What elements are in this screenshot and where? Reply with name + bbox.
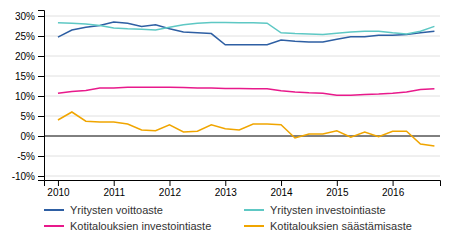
legend-item: Yritysten investointiaste — [244, 204, 386, 216]
y-axis: -10% -5% 0% 5% 10% 15% 20% 25% 30% — [12, 11, 45, 182]
legend-swatch — [244, 209, 264, 211]
grid-line — [44, 156, 440, 157]
y-tick: -5% — [17, 151, 44, 162]
x-tick: 2014 — [270, 180, 293, 198]
grid-line — [44, 76, 440, 77]
x-axis-line — [45, 181, 441, 187]
x-tick: 2015 — [326, 180, 349, 198]
x-tick: 2013 — [215, 180, 238, 198]
grid-line — [44, 96, 440, 97]
x-tick-mark — [393, 180, 394, 186]
y-tick: 15% — [15, 71, 44, 82]
y-tick-label: -10% — [12, 171, 35, 182]
legend-swatch — [44, 209, 64, 211]
y-tick-label: 25% — [15, 31, 35, 42]
y-tick-label: 10% — [15, 91, 35, 102]
x-tick-label: 2016 — [382, 187, 405, 198]
lines — [58, 22, 434, 146]
x-tick: 2012 — [159, 180, 182, 198]
series-line — [58, 22, 434, 34]
series-line — [58, 112, 434, 146]
grid-line — [44, 176, 440, 177]
y-tick-mark — [38, 176, 44, 177]
series-line — [58, 22, 434, 45]
plot: 2010 2011 2012 2013 2014 2015 2016 -10% -5% 0% 5% 1… — [12, 11, 441, 199]
y-tick-mark — [38, 156, 44, 157]
y-tick-mark — [38, 76, 44, 77]
grid — [44, 16, 440, 176]
x-tick-mark — [114, 180, 115, 186]
series-line — [58, 87, 434, 95]
x-tick: 2010 — [47, 180, 70, 198]
x-tick-label: 2014 — [270, 187, 293, 198]
x-tick-mark — [58, 180, 59, 186]
y-tick: 25% — [15, 31, 44, 42]
y-tick-mark — [38, 56, 44, 57]
legend-label: Kotitalouksien investointiaste — [70, 220, 211, 232]
x-tick-mark — [225, 180, 226, 186]
x-axis: 2010 2011 2012 2013 2014 2015 2016 — [45, 180, 441, 198]
y-tick: -10% — [12, 171, 44, 182]
legend-label: Kotitalouksien säästämisaste — [270, 220, 412, 232]
chart: 2010 2011 2012 2013 2014 2015 2016 -10% -5% 0% 5% 1… — [0, 0, 454, 252]
y-tick: 10% — [15, 91, 44, 102]
legend-item: Yritysten voittoaste — [44, 204, 163, 216]
y-tick: 30% — [15, 11, 44, 22]
x-tick-label: 2012 — [159, 187, 182, 198]
x-tick-label: 2011 — [103, 187, 125, 198]
y-tick-label: -5% — [17, 151, 35, 162]
y-tick-mark — [38, 36, 44, 37]
x-tick-mark — [281, 180, 282, 186]
y-tick-mark — [38, 96, 44, 97]
y-tick: 0% — [21, 131, 44, 142]
y-tick-label: 5% — [21, 111, 36, 122]
y-tick-label: 15% — [15, 71, 35, 82]
x-tick-label: 2015 — [326, 187, 349, 198]
legend: Yritysten voittoaste Yritysten investoint… — [44, 204, 412, 232]
y-tick-label: 30% — [15, 11, 35, 22]
legend-swatch — [44, 225, 64, 227]
x-tick-mark — [169, 180, 170, 186]
x-tick-label: 2013 — [215, 187, 238, 198]
legend-item: Kotitalouksien investointiaste — [44, 220, 211, 232]
grid-line — [44, 116, 440, 117]
y-tick-label: 20% — [15, 51, 35, 62]
x-tick: 2011 — [103, 180, 125, 198]
grid-line — [44, 16, 440, 17]
y-tick: 20% — [15, 51, 44, 62]
legend-swatch — [244, 225, 264, 227]
y-tick-mark — [38, 116, 44, 117]
y-tick-label: 0% — [21, 131, 36, 142]
legend-label: Yritysten investointiaste — [270, 204, 386, 216]
y-tick: 5% — [21, 111, 44, 122]
y-tick-mark — [38, 136, 44, 137]
x-tick-mark — [337, 180, 338, 186]
x-tick-label: 2010 — [47, 187, 70, 198]
legend-item: Kotitalouksien säästämisaste — [244, 220, 412, 232]
x-tick: 2016 — [382, 180, 405, 198]
y-tick-mark — [38, 16, 44, 17]
legend-label: Yritysten voittoaste — [70, 204, 163, 216]
grid-line — [44, 56, 440, 57]
y-axis-line — [38, 11, 45, 181]
